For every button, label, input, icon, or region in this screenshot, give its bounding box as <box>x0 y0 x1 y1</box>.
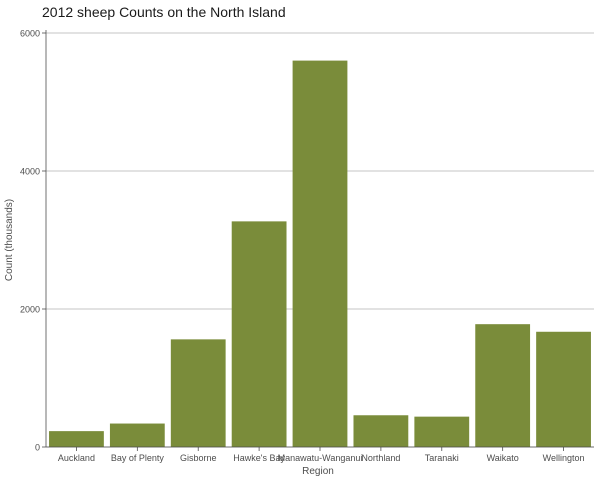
x-tick-label: Gisborne <box>180 453 217 463</box>
bar-manawatu-wanganui <box>292 60 348 447</box>
x-tick-label: Hawke's Bay <box>233 453 285 463</box>
bar-taranaki <box>414 416 470 447</box>
bars <box>49 60 591 447</box>
bar-waikato <box>475 324 531 447</box>
x-axis-title: Region <box>302 466 334 477</box>
bar-bay-of-plenty <box>109 423 165 447</box>
bar-wellington <box>536 331 591 447</box>
bar-auckland <box>49 431 104 447</box>
axes <box>42 30 594 451</box>
x-tick-label: Taranaki <box>425 453 459 463</box>
x-tick-label: Manawatu-Wanganui <box>278 453 363 463</box>
y-tick-label: 2000 <box>20 305 40 315</box>
y-tick-label: 6000 <box>20 29 40 39</box>
bar-hawke-s-bay <box>231 221 287 447</box>
y-tick-label: 0 <box>35 443 40 453</box>
bar-gisborne <box>170 339 226 447</box>
y-tick-label: 4000 <box>20 167 40 177</box>
x-tick-label: Waikato <box>487 453 519 463</box>
labels: 0 2000 4000 6000 Auckland Bay of Plenty Gisbor… <box>20 29 585 464</box>
y-axis-title: Count (thousands) <box>4 199 15 281</box>
x-tick-label: Wellington <box>543 453 585 463</box>
x-tick-label: Northland <box>361 453 400 463</box>
chart-title: 2012 sheep Counts on the North Island <box>42 4 286 20</box>
bar-northland <box>353 415 409 447</box>
x-tick-label: Bay of Plenty <box>111 453 165 463</box>
x-tick-label: Auckland <box>58 453 95 463</box>
